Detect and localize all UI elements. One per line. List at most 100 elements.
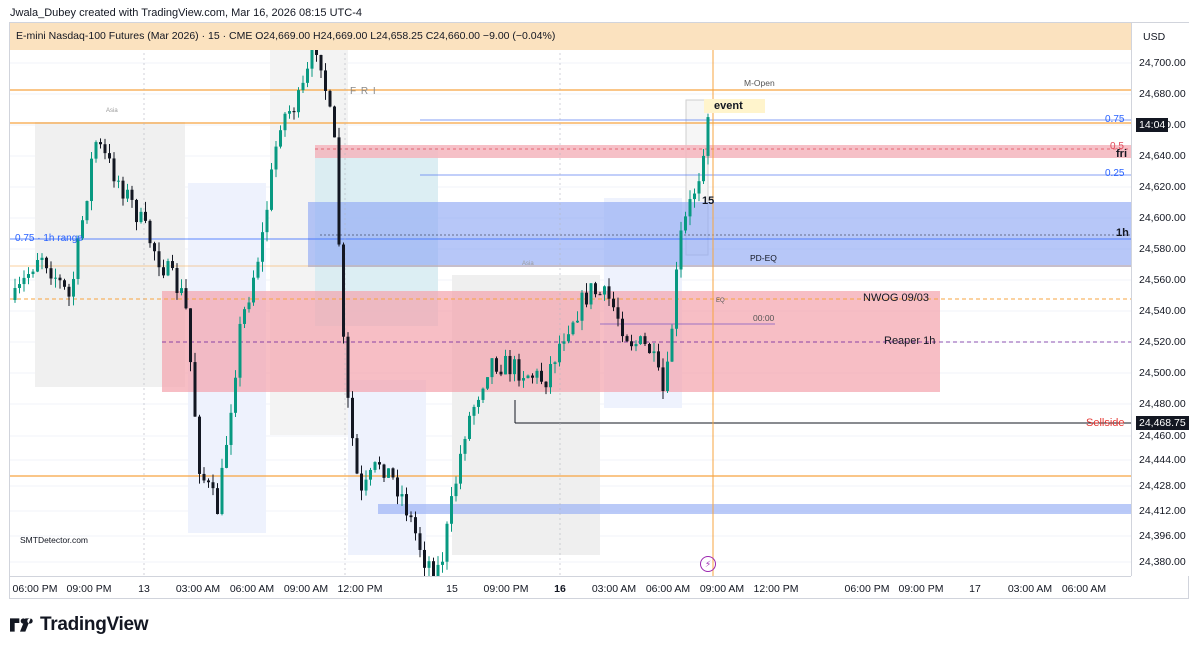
candle-body <box>22 277 26 285</box>
candle-body <box>306 68 309 83</box>
symbol-legend[interactable]: E-mini Nasdaq-100 Futures (Mar 2026) · 1… <box>16 30 556 42</box>
candle-body <box>301 82 305 91</box>
candle-body <box>670 328 674 362</box>
candle-body <box>598 294 602 296</box>
price-axis[interactable] <box>1131 23 1190 576</box>
currency-label[interactable]: USD <box>1143 31 1166 43</box>
candle-body <box>211 482 215 489</box>
candle-body <box>409 515 413 518</box>
m-open-label: M-Open <box>744 78 775 88</box>
candle-body <box>472 406 476 416</box>
symbol-legend-bar <box>10 23 1131 50</box>
candle-body <box>364 479 368 491</box>
time-tick: 12:00 PM <box>753 583 799 595</box>
candle-body <box>328 90 332 107</box>
candle-body <box>544 381 548 388</box>
candle-body <box>94 142 98 159</box>
candle-body <box>108 153 111 159</box>
candle-body <box>450 496 453 524</box>
tradingview-brand: TradingView <box>40 614 149 635</box>
candle-body <box>220 467 224 515</box>
time-tick: 06:00 AM <box>229 583 275 595</box>
candle-body <box>360 473 363 491</box>
time-tick: 06:00 PM <box>844 583 890 595</box>
candle-body <box>333 106 336 138</box>
candle-body <box>288 111 291 114</box>
candle-body <box>427 561 431 568</box>
candle-body <box>436 564 440 576</box>
candle-body <box>432 561 435 576</box>
asia-small-label: Asia <box>522 261 534 267</box>
blue-1h-zone <box>308 202 1131 267</box>
candle-body <box>630 341 633 347</box>
candle-body <box>396 477 399 497</box>
candle-body <box>81 220 84 239</box>
price-tick: 24,444.00 <box>1139 454 1186 466</box>
time-tick: 03:00 AM <box>175 583 221 595</box>
time-tick: 16 <box>554 583 566 595</box>
candle-body <box>697 181 701 194</box>
sellside-price-badge[interactable]: 24,468.75 <box>1136 416 1189 430</box>
candle-body <box>310 49 314 69</box>
candle-body <box>157 251 161 268</box>
price-tick: 24,600.00 <box>1139 212 1186 224</box>
candle-body <box>616 307 620 319</box>
time-tick: 09:00 AM <box>699 583 745 595</box>
candle-body <box>463 438 467 454</box>
candle-body <box>468 415 471 439</box>
price-tick: 24,540.00 <box>1139 305 1186 317</box>
candle-body <box>477 399 480 407</box>
candle-body <box>40 257 44 260</box>
candle-body <box>567 334 570 342</box>
candle-body <box>198 416 201 474</box>
candle-body <box>319 54 323 71</box>
candle-body <box>657 351 660 368</box>
candle-body <box>679 230 683 270</box>
candle-body <box>517 359 521 381</box>
candle-body <box>27 274 30 278</box>
candle-body <box>130 189 134 200</box>
candle-body <box>72 278 75 297</box>
candle-body <box>265 209 269 233</box>
candle-body <box>180 288 183 293</box>
candle-body <box>144 211 147 221</box>
candle-body <box>549 364 552 388</box>
1h-range-label: 0.75 · 1h range <box>15 233 83 244</box>
candle-body <box>553 362 557 365</box>
candle-body <box>76 238 80 279</box>
candle-body <box>261 232 264 262</box>
candle-body <box>594 283 597 295</box>
candle-body <box>274 146 278 170</box>
candle-body <box>625 336 629 342</box>
price-tick: 24,396.00 <box>1139 530 1186 542</box>
candle-body <box>454 483 458 497</box>
watermark-label: SMTDetector.com <box>20 535 89 545</box>
time-axis[interactable] <box>10 576 1131 600</box>
time-tick: 09:00 AM <box>283 583 329 595</box>
candle-body <box>580 292 584 321</box>
candle-body <box>31 271 35 275</box>
candlestick-chart[interactable] <box>10 23 1131 576</box>
fib-025-label: 0.25 <box>1105 168 1125 179</box>
tradingview-logo: TradingView <box>10 614 149 636</box>
countdown-badge[interactable]: 14:04 <box>1136 118 1169 132</box>
price-tick: 24,428.00 <box>1139 480 1186 492</box>
candle-body <box>576 320 579 323</box>
candle-body <box>121 180 125 199</box>
candle-body <box>607 286 611 299</box>
candle-body <box>535 370 539 378</box>
fib-075-label: 0.75 <box>1105 114 1125 125</box>
candle-body <box>558 343 561 363</box>
candle-body <box>706 117 710 156</box>
lightning-event-icon[interactable]: ⚡ <box>700 556 716 572</box>
candle-body <box>18 284 21 289</box>
eq-label: EQ <box>716 298 725 304</box>
candle-body <box>315 49 318 55</box>
chart-credit: Jwala_Dubey created with TradingView.com… <box>10 7 362 19</box>
chart-plot-area[interactable] <box>10 23 1131 576</box>
candle-body <box>337 137 341 245</box>
candle-body <box>148 220 152 244</box>
candle-body <box>166 261 170 276</box>
candle-body <box>513 359 516 375</box>
candle-body <box>459 453 462 484</box>
